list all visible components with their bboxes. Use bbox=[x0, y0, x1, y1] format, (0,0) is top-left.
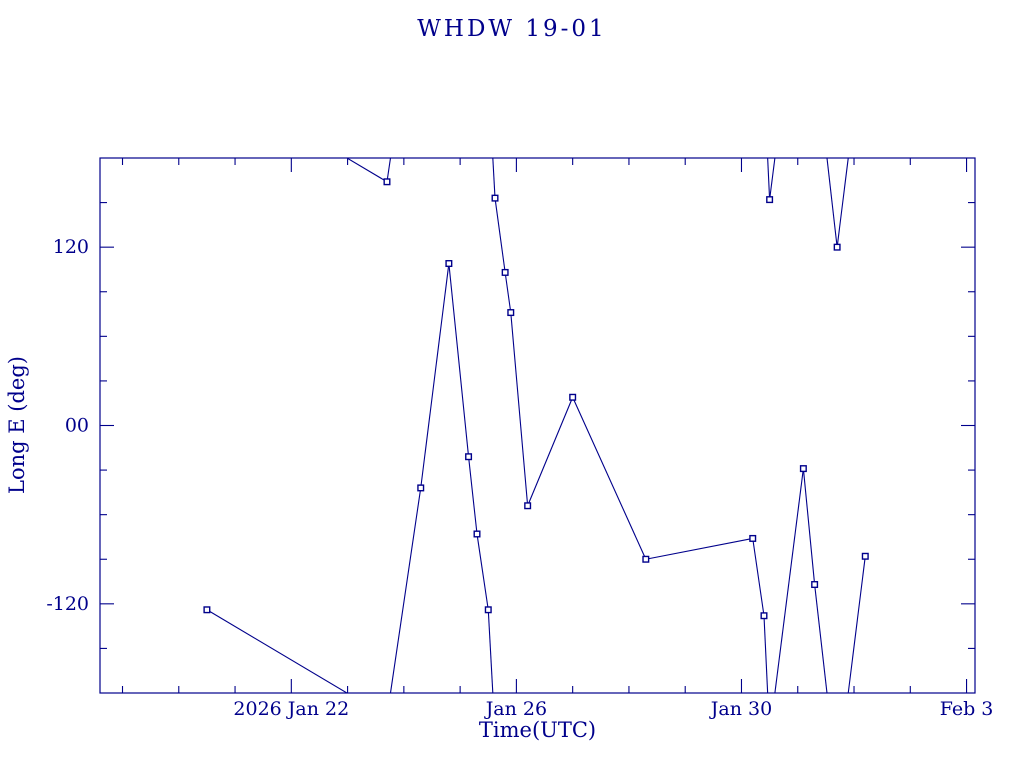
data-point-marker bbox=[484, 606, 492, 614]
series-segment bbox=[345, 158, 388, 183]
data-point-marker bbox=[749, 534, 757, 542]
series-segment bbox=[386, 158, 392, 182]
series-segment bbox=[468, 456, 478, 535]
series-segment bbox=[752, 538, 765, 616]
series-segment bbox=[420, 263, 450, 488]
y-tick-label: -120 bbox=[46, 593, 89, 615]
data-point-marker bbox=[507, 309, 515, 317]
series-segment bbox=[504, 272, 512, 313]
series-segment bbox=[814, 584, 828, 693]
data-point-marker bbox=[417, 484, 425, 492]
series-segment bbox=[389, 487, 422, 693]
data-point-marker bbox=[465, 453, 473, 461]
series-segment bbox=[763, 615, 769, 693]
data-point-marker bbox=[833, 243, 841, 251]
data-point-marker bbox=[445, 260, 453, 268]
series-segment bbox=[826, 158, 838, 248]
data-point-marker bbox=[811, 581, 819, 589]
y-tick-label: 120 bbox=[53, 236, 89, 258]
x-tick-label: Feb 3 bbox=[940, 698, 994, 720]
series-segment bbox=[206, 609, 349, 693]
series-segment bbox=[645, 537, 753, 560]
data-point-marker bbox=[383, 178, 391, 186]
series-segment bbox=[802, 468, 816, 585]
x-tick-label: Jan 26 bbox=[484, 698, 547, 720]
series-segment bbox=[774, 468, 804, 693]
x-tick-label: Jan 30 bbox=[709, 698, 772, 720]
series-segment bbox=[572, 397, 647, 560]
data-point-marker bbox=[861, 552, 869, 560]
series-segment bbox=[510, 312, 529, 506]
data-point-marker bbox=[501, 268, 509, 276]
data-point-marker bbox=[524, 502, 532, 510]
data-point-marker bbox=[766, 196, 774, 204]
x-tick-label: 2026 Jan 22 bbox=[233, 698, 349, 720]
series-segment bbox=[527, 397, 574, 506]
plot-frame bbox=[99, 157, 976, 694]
data-point-marker bbox=[491, 194, 499, 202]
series-segment bbox=[767, 158, 771, 200]
data-point-marker bbox=[642, 555, 650, 563]
series-segment bbox=[769, 158, 776, 200]
data-point-marker bbox=[203, 606, 211, 614]
y-tick-label: 00 bbox=[65, 415, 89, 437]
series-segment bbox=[476, 533, 489, 610]
data-point-marker bbox=[760, 612, 768, 620]
series-segment bbox=[492, 158, 496, 199]
series-segment bbox=[836, 158, 849, 248]
data-point-marker bbox=[569, 393, 577, 401]
data-point-marker bbox=[473, 530, 481, 538]
series-segment bbox=[448, 263, 470, 457]
series-segment bbox=[494, 198, 506, 273]
series-segment bbox=[487, 609, 494, 693]
series-segment bbox=[847, 556, 866, 693]
data-point-marker bbox=[799, 465, 807, 473]
chart-title: WHDW 19-01 bbox=[417, 16, 607, 42]
x-axis-label: Time(UTC) bbox=[478, 718, 597, 742]
